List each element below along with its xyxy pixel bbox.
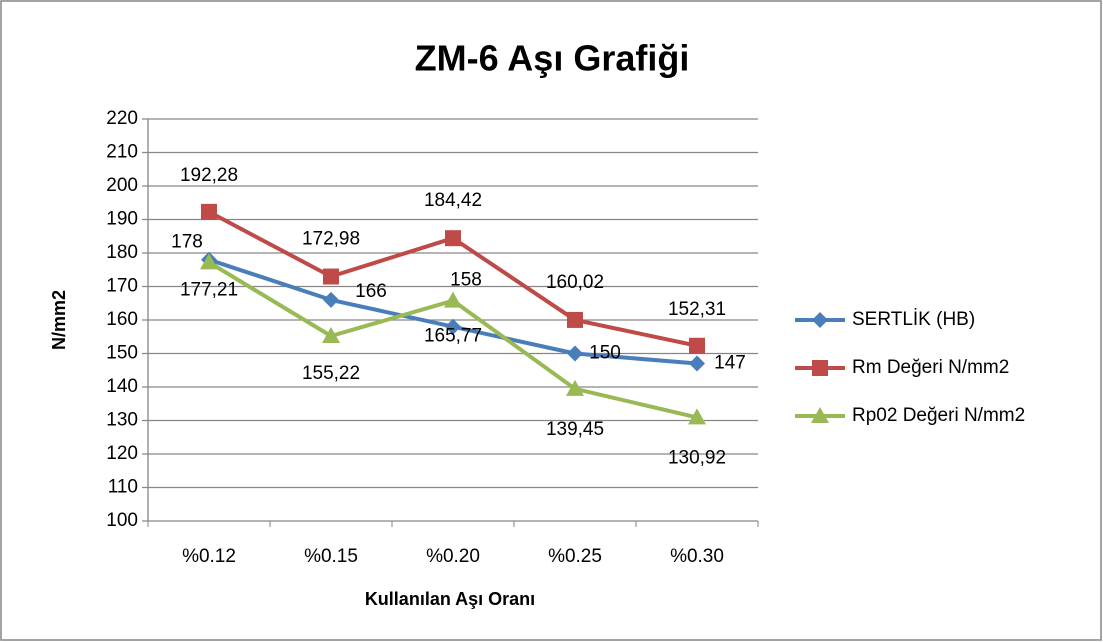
y-tick-label: 120 [106, 443, 138, 464]
marker [567, 311, 583, 328]
data-label: 178 [171, 232, 203, 253]
marker [201, 203, 217, 220]
data-label: 166 [355, 281, 387, 302]
data-label: 155,22 [302, 363, 360, 384]
x-axis-title: Kullanılan Aşı Oranı [365, 589, 535, 609]
y-tick-label: 210 [106, 142, 138, 163]
x-tick-label: %0.30 [670, 546, 724, 567]
marker [811, 407, 829, 423]
marker [689, 355, 705, 372]
y-tick-label: 140 [106, 376, 138, 397]
x-tick-label: %0.12 [182, 546, 236, 567]
y-tick-label: 200 [106, 175, 138, 196]
data-label: 139,45 [546, 419, 604, 440]
legend-label: SERTLİK (HB) [852, 309, 975, 330]
data-label: 152,31 [668, 299, 726, 320]
marker [323, 291, 339, 308]
y-tick-label: 220 [106, 108, 138, 129]
x-tick-label: %0.25 [548, 546, 602, 567]
marker [444, 291, 462, 308]
marker [445, 318, 461, 335]
x-tick-label: %0.15 [304, 546, 358, 567]
data-label: 160,02 [546, 272, 604, 293]
data-label: 165,77 [424, 326, 482, 347]
y-tick-label: 170 [106, 276, 138, 297]
legend-label: Rp02 Değeri N/mm2 [852, 405, 1025, 426]
y-tick-label: 190 [106, 209, 138, 230]
y-axis-title: N/mm2 [49, 290, 69, 350]
marker [812, 312, 828, 328]
marker [445, 230, 461, 247]
data-label: 184,42 [424, 190, 482, 211]
data-label: 172,98 [302, 229, 360, 250]
marker [567, 345, 583, 362]
chart-title: ZM-6 Aşı Grafiği [415, 38, 690, 79]
data-label: 150 [589, 343, 621, 364]
legend-label: Rm Değeri N/mm2 [852, 357, 1009, 378]
data-label: 147 [714, 353, 746, 374]
marker [200, 253, 218, 270]
data-label: 177,21 [180, 279, 238, 300]
y-tick-label: 150 [106, 343, 138, 364]
y-tick-label: 180 [106, 242, 138, 263]
marker [688, 408, 706, 425]
y-tick-label: 110 [108, 477, 138, 498]
data-label: 192,28 [180, 165, 238, 186]
marker [812, 360, 828, 376]
x-tick-label: %0.20 [426, 546, 480, 567]
data-label: 130,92 [668, 447, 726, 468]
marker [566, 379, 584, 396]
y-tick-label: 130 [106, 410, 138, 431]
data-label: 158 [450, 270, 482, 291]
marker [323, 268, 339, 285]
marker [689, 337, 705, 354]
marker [322, 327, 340, 344]
y-tick-label: 100 [106, 510, 138, 531]
y-tick-label: 160 [106, 309, 138, 330]
